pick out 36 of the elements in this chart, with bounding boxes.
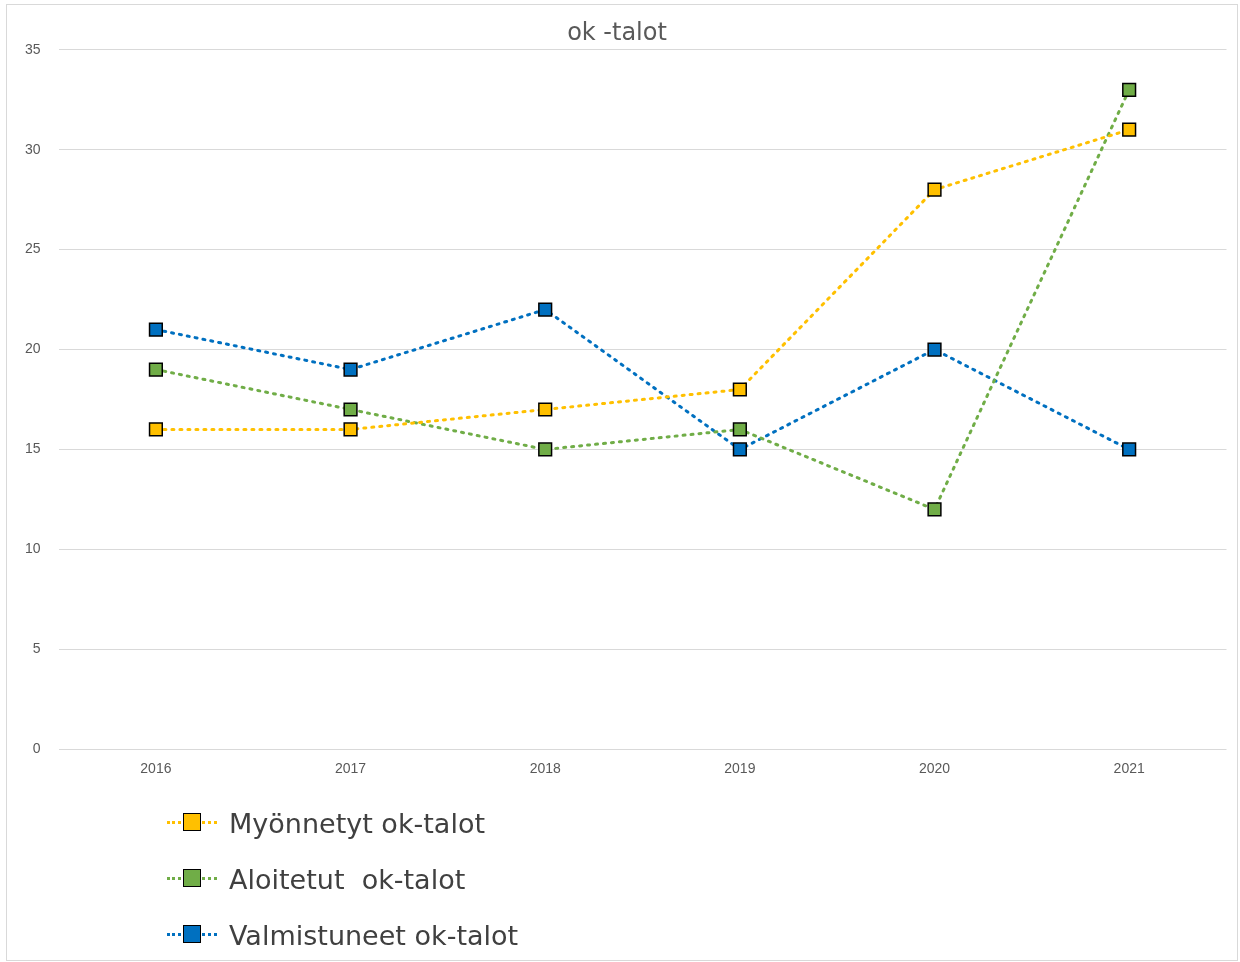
chart-title: ok -talot [567, 17, 667, 46]
point [732, 422, 747, 437]
point [927, 182, 942, 197]
x-tick-label: 2017 [334, 760, 367, 777]
x-tick-label: 2019 [724, 760, 756, 777]
point [1122, 82, 1137, 97]
point [927, 342, 942, 357]
point [538, 442, 553, 457]
point [732, 442, 747, 457]
point [538, 302, 553, 317]
x-tick-label: 2018 [529, 760, 561, 777]
y-tick-label: 30 [24, 140, 41, 157]
point [148, 322, 164, 337]
point [343, 362, 358, 377]
point [148, 422, 164, 437]
y-tick-label: 0 [32, 740, 41, 757]
point [343, 422, 358, 437]
point [148, 362, 164, 377]
point [927, 502, 942, 517]
point [1122, 442, 1137, 457]
point [732, 382, 747, 397]
legend-label: Valmistuneet ok-talot [229, 919, 519, 951]
x-tick-label: 2021 [1113, 760, 1145, 777]
legend-label: Aloitetut ok-talot [229, 863, 466, 895]
y-tick-label: 20 [24, 340, 41, 357]
y-tick-label: 25 [24, 240, 41, 257]
x-tick-label: 2016 [140, 760, 172, 777]
x-tick-label: 2020 [918, 760, 951, 777]
y-tick-label: 5 [32, 640, 41, 657]
point [538, 402, 553, 417]
legend-label: Myönnetyt ok-talot [229, 807, 485, 839]
y-tick-label: 10 [24, 540, 41, 557]
y-tick-label: 35 [24, 40, 41, 57]
y-tick-label: 15 [24, 440, 41, 457]
point [1122, 122, 1137, 137]
point [343, 402, 358, 417]
